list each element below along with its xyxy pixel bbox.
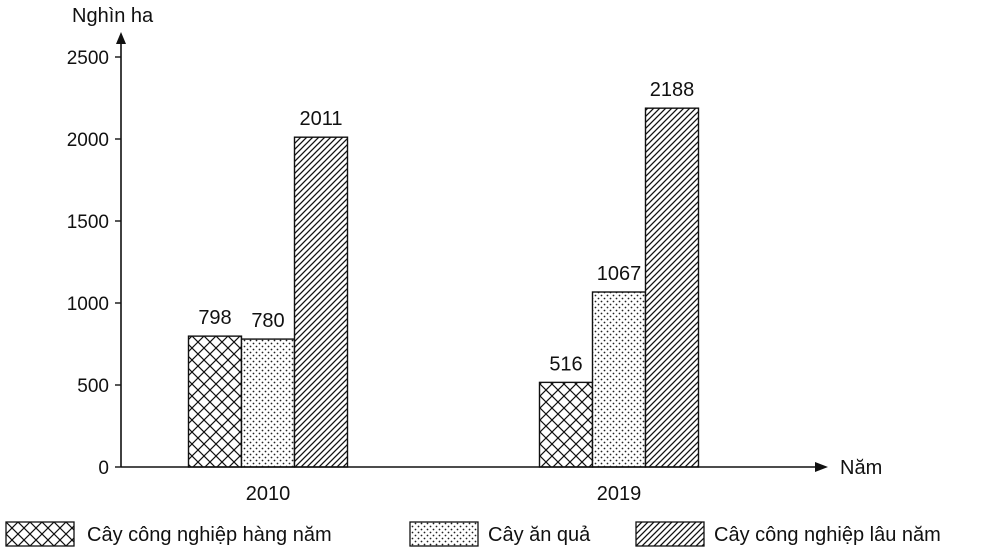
- bar-value-label: 2011: [299, 108, 342, 130]
- y-tick-label: 2000: [67, 130, 109, 151]
- bar-value-label: 798: [198, 307, 231, 329]
- bar-value-label: 1067: [597, 263, 642, 285]
- legend-swatch-diagonal: [635, 521, 705, 547]
- y-tick-label: 500: [77, 376, 109, 397]
- bar-dots-2019: [591, 291, 647, 468]
- y-axis-title: Nghìn ha: [72, 5, 154, 27]
- y-tick-label: 1500: [67, 212, 109, 233]
- bar-crosshatch-2010: [187, 335, 243, 468]
- bar-dots-2010: [240, 338, 296, 468]
- legend-label: Cây công nghiệp hàng năm: [87, 524, 332, 546]
- legend: Cây công nghiệp hàng năm Cây ăn quả Cây cô…: [5, 521, 941, 547]
- legend-swatch-crosshatch: [5, 521, 75, 547]
- bar-value-label: 780: [251, 310, 284, 332]
- y-tick-label: 2500: [67, 48, 109, 69]
- x-category-label: 2019: [597, 483, 642, 505]
- bar-diagonal-2010: [293, 136, 349, 468]
- y-tick-label: 1000: [67, 294, 109, 315]
- legend-swatch-dots: [409, 521, 479, 547]
- bar-value-label: 2188: [650, 79, 695, 101]
- x-axis-title: Năm: [840, 457, 882, 479]
- x-category-label: 2010: [246, 483, 291, 505]
- legend-label: Cây ăn quả: [488, 524, 591, 546]
- x-axis-arrow-icon: [815, 462, 828, 472]
- y-tick-label: 0: [98, 458, 109, 479]
- legend-label: Cây công nghiệp lâu năm: [714, 524, 941, 546]
- bar-crosshatch-2019: [538, 381, 594, 468]
- bar-diagonal-2019: [644, 107, 700, 468]
- y-axis-arrow-icon: [116, 32, 126, 44]
- bar-value-label: 516: [549, 353, 582, 375]
